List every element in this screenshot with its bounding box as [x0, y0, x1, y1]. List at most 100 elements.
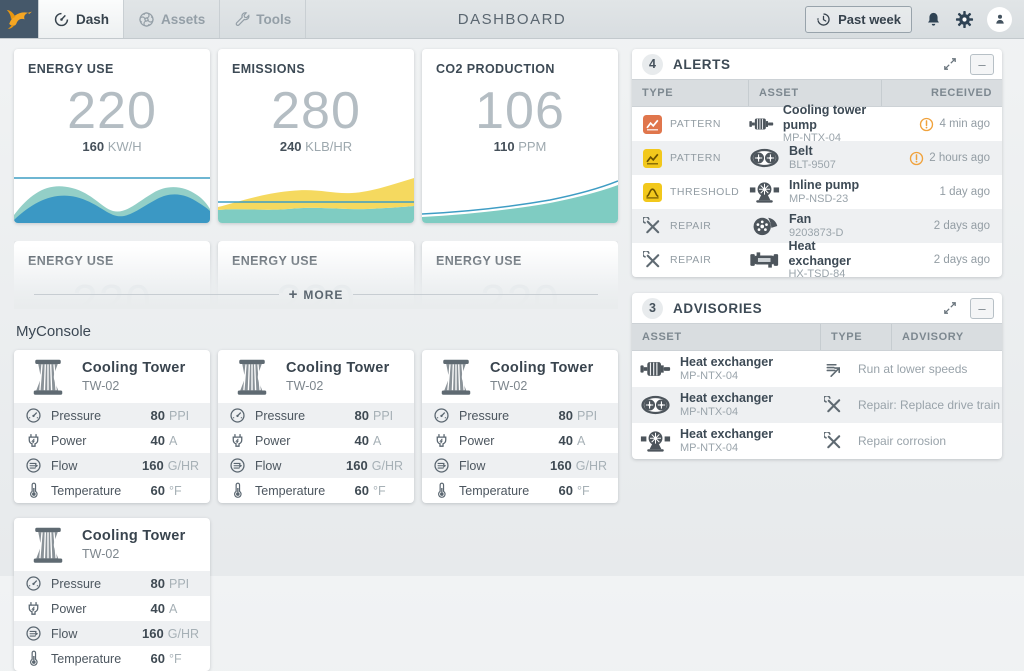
thermometer-icon: [25, 650, 47, 667]
alerts-panel-title: ALERTS: [673, 56, 731, 72]
co2-sparkline-chart: [422, 180, 618, 223]
repair-icon: [824, 432, 843, 451]
console-card-cooling-tower[interactable]: Cooling Tower TW-02 Pressure 80 PPI Powe…: [14, 350, 210, 503]
metric-value: 60: [558, 483, 573, 498]
power-plug-icon: [229, 432, 251, 449]
advisories-table-body: Heat exchanger MP-NTX-04 Run at lower sp…: [632, 351, 1002, 459]
asset-id: BLT-9507: [789, 158, 836, 171]
asset-name: Heat exchanger: [680, 355, 774, 370]
console-card-header: Cooling Tower TW-02: [14, 350, 210, 403]
metric-value: 60: [354, 483, 369, 498]
alert-type-label: REPAIR: [670, 254, 712, 266]
advisories-expand-button[interactable]: [940, 298, 960, 318]
settings-button[interactable]: [955, 10, 974, 29]
alert-type-label: PATTERN: [670, 152, 721, 164]
console-card-id: TW-02: [286, 379, 324, 393]
alert-row[interactable]: REPAIR Heat exchanger HX-TSD-84 2 days a…: [632, 239, 1002, 277]
cooling-tower-icon: [27, 524, 69, 566]
alerts-collapse-button[interactable]: –: [970, 53, 994, 75]
console-card-cooling-tower[interactable]: Cooling Tower TW-02 Pressure 80 PPI Powe…: [218, 350, 414, 503]
console-card-cooling-tower[interactable]: Cooling Tower TW-02 Pressure 80 PPI Powe…: [14, 518, 210, 671]
column-header-advisory: ADVISORY: [891, 324, 1002, 350]
advisory-row[interactable]: Heat exchanger MP-NTX-04 Repair: Replace…: [632, 387, 1002, 423]
clock-history-icon: [816, 12, 831, 27]
console-card-cooling-tower[interactable]: Cooling Tower TW-02 Pressure 80 PPI Powe…: [422, 350, 618, 503]
metric-label: Pressure: [255, 408, 306, 423]
tab-assets[interactable]: Assets: [124, 0, 221, 38]
ghost-card-title: ENERGY USE: [436, 254, 522, 268]
notifications-button[interactable]: [925, 11, 942, 28]
stat-value: 280: [271, 82, 361, 140]
metric-unit: °F: [577, 483, 590, 498]
collapsed-card-row: ENERGY USE 220 ENERGY USE 220 ENERGY USE…: [14, 241, 618, 309]
alert-asset-text: Belt BLT-9507: [789, 144, 836, 171]
tab-tools-label: Tools: [256, 11, 292, 27]
advisory-row[interactable]: Heat exchanger MP-NTX-04 Repair corrosio…: [632, 423, 1002, 459]
alert-row[interactable]: PATTERN Cooling tower pump MP-NTX-04 4 m…: [632, 103, 1002, 144]
column-header-asset: ASSET: [748, 80, 881, 106]
asset-id: MP-NTX-04: [680, 441, 739, 454]
received-time: 2 hours ago: [929, 152, 990, 164]
asset-name: Heat exchanger: [680, 391, 774, 406]
metric-label: Temperature: [51, 651, 122, 666]
advisory-text: Repair: Replace drive train: [858, 398, 1001, 412]
metric-unit: G/HR: [167, 458, 199, 473]
metric-value: 80: [150, 408, 165, 423]
asset-name: Inline pump: [789, 178, 860, 193]
metric-row-flow: Flow 160 G/HR: [14, 453, 210, 478]
advisory-row[interactable]: Heat exchanger MP-NTX-04 Run at lower sp…: [632, 351, 1002, 387]
user-avatar[interactable]: [987, 6, 1012, 32]
asset-name: Heat exchanger: [788, 239, 851, 268]
metric-label: Power: [255, 433, 291, 448]
alerts-count-badge: 4: [642, 53, 663, 75]
flow-icon: [433, 457, 455, 474]
metric-unit: A: [577, 433, 586, 448]
metric-value: 60: [150, 483, 165, 498]
advisory-asset-cell: Heat exchanger MP-NTX-04: [632, 427, 808, 454]
metric-unit: °F: [373, 483, 386, 498]
belt-icon: [640, 393, 671, 417]
show-more-button[interactable]: + MORE: [16, 286, 616, 303]
alert-row[interactable]: REPAIR Fan 9203873-D 2 days ago: [632, 209, 1002, 243]
alert-received-cell: 2 days ago: [880, 220, 1002, 232]
metric-unit: G/HR: [167, 626, 199, 641]
divider-line: [353, 294, 599, 295]
gauge-icon: [53, 11, 70, 28]
tab-assets-label: Assets: [161, 11, 206, 27]
fan-icon: [749, 214, 780, 238]
metric-label: Pressure: [51, 408, 102, 423]
cooling-tower-icon: [435, 356, 477, 398]
app-logo[interactable]: [0, 0, 38, 38]
alert-received-cell: 1 day ago: [880, 186, 1002, 198]
column-header-type: TYPE: [820, 324, 891, 350]
metric-unit: A: [169, 433, 178, 448]
metric-row-power: Power 40 A: [422, 428, 618, 453]
alert-asset-text: Heat exchanger HX-TSD-84: [788, 239, 880, 277]
console-card-header: Cooling Tower TW-02: [14, 518, 210, 571]
alerts-expand-button[interactable]: [940, 54, 960, 74]
column-header-type: TYPE: [642, 87, 674, 99]
stat-card-row: ENERGY USE 220 160 KW/H EMISSIONS 280 24…: [14, 49, 618, 223]
cooling-tower-icon: [231, 356, 273, 398]
main-nav: Dash Assets Tools: [38, 0, 307, 38]
period-selector-button[interactable]: Past week: [805, 5, 912, 33]
metric-row-temperature: Temperature 60 °F: [14, 646, 210, 671]
alert-row[interactable]: THRESHOLD Inline pump MP-NSD-23 1 day ag…: [632, 175, 1002, 209]
received-time: 1 day ago: [939, 186, 990, 198]
metric-unit: °F: [169, 483, 182, 498]
alerts-panel: 4 ALERTS – TYPE ASSET RECEIVED PATTERN: [632, 49, 1002, 277]
wrench-icon: [234, 11, 250, 27]
myconsole-heading: MyConsole: [16, 323, 92, 340]
column-header-received: RECEIVED: [881, 80, 1002, 106]
speed-icon: [824, 360, 843, 379]
console-card-title: Cooling Tower: [490, 360, 594, 376]
metric-value: 160: [550, 458, 572, 473]
console-card-title: Cooling Tower: [82, 360, 186, 376]
advisories-collapse-button[interactable]: –: [970, 297, 994, 319]
console-card-grid: Cooling Tower TW-02 Pressure 80 PPI Powe…: [14, 350, 618, 671]
tab-tools[interactable]: Tools: [220, 0, 307, 38]
stat-sub-unit: PPM: [518, 138, 547, 154]
alert-type-cell: REPAIR: [632, 251, 749, 270]
alert-row[interactable]: PATTERN Belt BLT-9507 2 hours ago: [632, 141, 1002, 175]
tab-dash[interactable]: Dash: [38, 0, 125, 38]
